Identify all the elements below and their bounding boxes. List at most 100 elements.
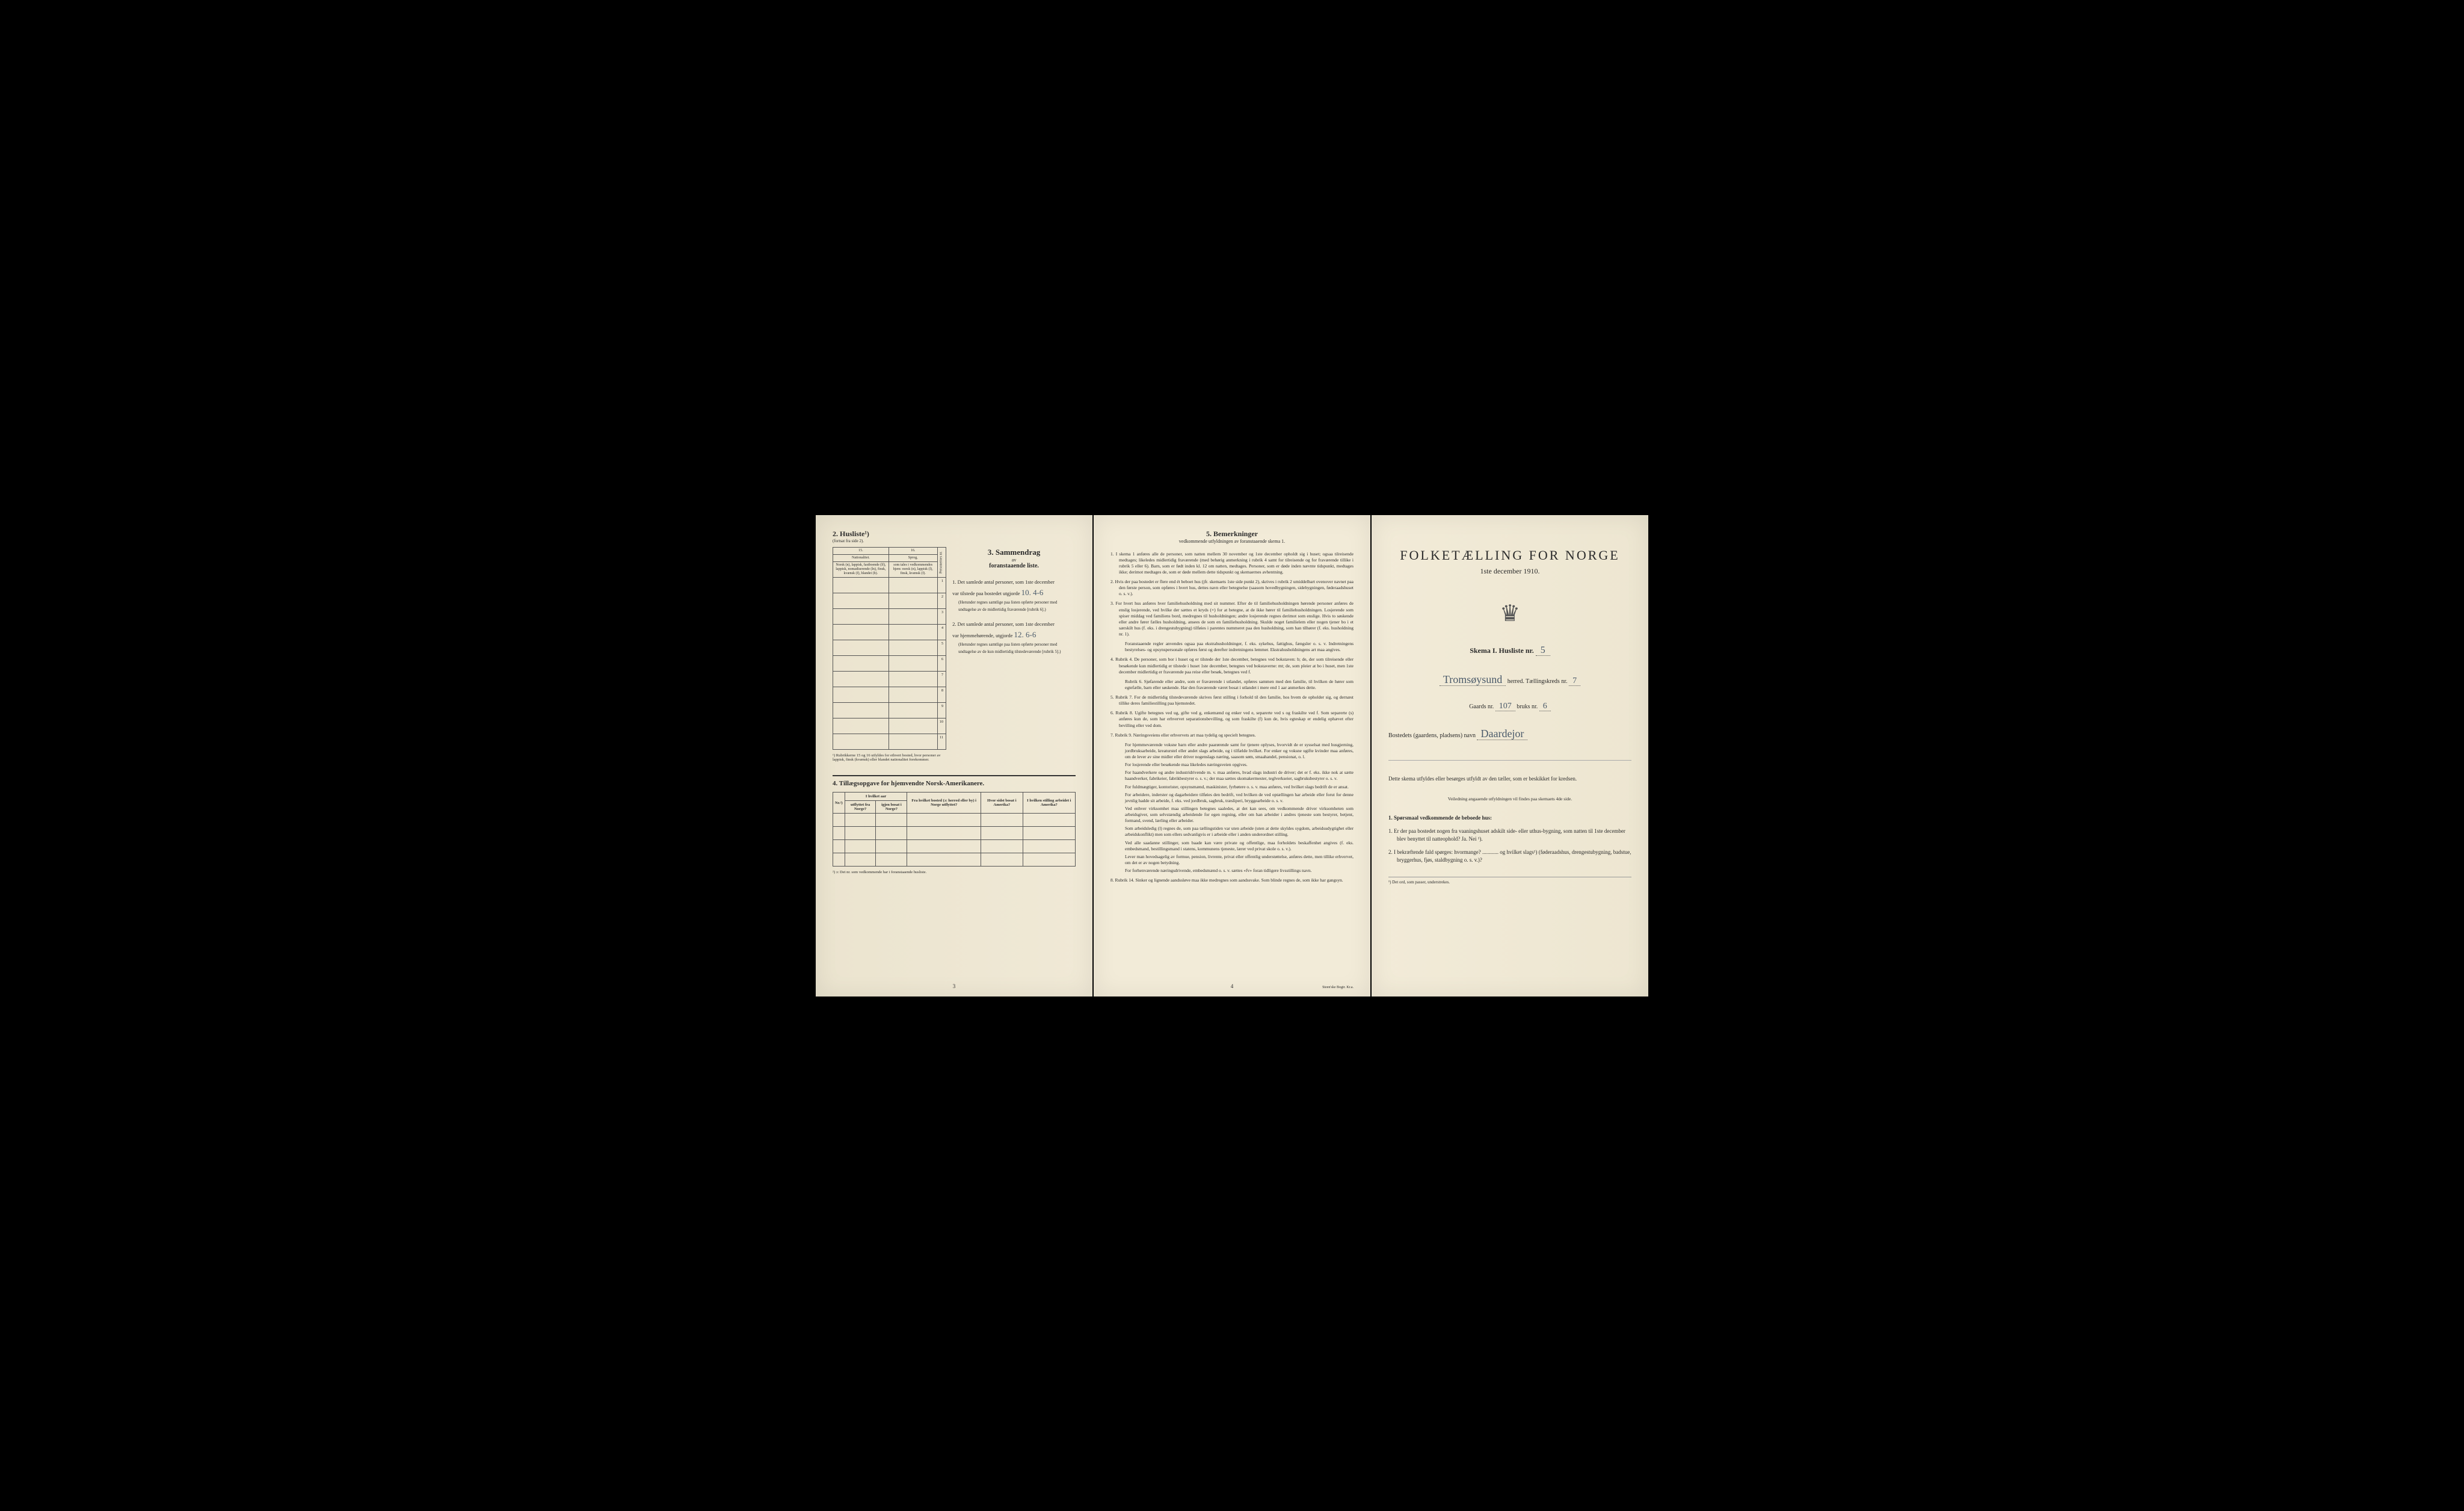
question-2: 2. I bekræftende fald spørges: hvormange… (1397, 848, 1631, 865)
amerikanere-table: Nr.²) I hvilket aar Fra hvilket bosted (… (833, 792, 1076, 867)
q1-heading: 1. Spørsmaal vedkommende de beboede hus: (1388, 814, 1631, 823)
page-number: 4 (1231, 983, 1234, 989)
sec2-title: 2. Husliste¹) (833, 530, 946, 539)
table-row: 11 (833, 734, 946, 750)
sec3-item1a: 1. Det samlede antal personer, som 1ste … (952, 579, 1055, 585)
t4-ut: utflyttet fra Norge? (845, 801, 876, 814)
sec3-item2c: (Herunder regnes samtlige paa listen opf… (958, 641, 1076, 656)
gaard-row: Gaards nr. 107 bruks nr. 6 (1388, 697, 1631, 716)
table-row: 2 (833, 593, 946, 609)
bosted-name: Daardejor (1477, 728, 1527, 740)
col-16: 16. (889, 547, 937, 554)
skema-label: Skema I. Husliste nr. (1470, 646, 1534, 655)
rule-sub-item: Ved alle saadanne stillinger, som baade … (1125, 840, 1354, 852)
rule-item: 4. Rubrik 4. De personer, som bor i huse… (1119, 657, 1354, 675)
rule-item: 6. Rubrik 8. Ugifte betegnes ved ug, gif… (1119, 710, 1354, 728)
table-row (833, 827, 1076, 840)
table-row: 10 (833, 718, 946, 734)
rule-sub-item: Rubrik 6. Sjøfarende eller andre, som er… (1125, 679, 1354, 691)
col-16t: som tales i vedkommendes hjem: norsk (n)… (889, 561, 937, 578)
footnote: ¹) Det ord, som passer, understrekes. (1388, 877, 1631, 885)
bruks-nr: 6 (1539, 702, 1551, 711)
gaard-nr: 107 (1495, 702, 1515, 711)
table-row: 9 (833, 703, 946, 718)
rule-sub-item: Lever man hovedsagelig av formue, pensio… (1125, 854, 1354, 866)
table-row: 5 (833, 640, 946, 656)
sec5-subtitle: vedkommende utfyldningen av foranstaaend… (1110, 539, 1354, 544)
rule-item: 8. Rubrik 14. Sinker og lignende aandssl… (1119, 877, 1354, 883)
sec3-item1: 1. Det samlede antal personer, som 1ste … (952, 578, 1076, 614)
skema-line: Skema I. Husliste nr. 5 (1388, 645, 1631, 656)
sec2-subtitle: (fortsat fra side 2). (833, 539, 946, 543)
table-row (833, 840, 1076, 853)
census-date: 1ste december 1910. (1388, 567, 1631, 576)
sec3-hw1: 10. 4-6 (1021, 588, 1044, 597)
t4-igj: igjen bosat i Norge? (876, 801, 907, 814)
page-3: 2. Husliste¹) (fortsat fra side 2). 15. … (816, 515, 1092, 997)
rule-sub-item: Ved enhver virksomhet maa stillingen bet… (1125, 806, 1354, 824)
col-15h: Nationalitet. (833, 554, 889, 561)
herred-label: herred. Tællingskreds nr. (1508, 678, 1568, 685)
page-1-cover: FOLKETÆLLING FOR NORGE 1ste december 191… (1372, 515, 1648, 997)
sec3-item2a: 2. Det samlede antal personer, som 1ste … (952, 621, 1055, 627)
t4-aar: I hvilket aar (845, 793, 907, 801)
t4-fra: Fra hvilket bosted (ɔ: herred eller by) … (907, 793, 981, 814)
sec4-title: 4. Tillægsopgave for hjemvendte Norsk-Am… (833, 780, 1076, 787)
rule-sub-item: For haandverkere og andre industridriven… (1125, 770, 1354, 782)
printer-mark: Steen'ske Bogtr. Kr.a. (1322, 986, 1354, 989)
sec3-sub2: foranstaaende liste. (952, 563, 1076, 569)
rule-item: 7. Rubrik 9. Næringsveiens eller erhverv… (1119, 732, 1354, 738)
table-row (833, 853, 1076, 867)
q1-heading-text: 1. Spørsmaal vedkommende de beboede hus: (1388, 815, 1492, 821)
gaard-label: Gaards nr. (1469, 703, 1494, 710)
col-15t: Norsk (n), lappisk, fastboende (lf), lap… (833, 561, 889, 578)
sec2-footnote: ¹) Rubrikkerne 15 og 16 utfyldes for eth… (833, 753, 946, 762)
table-row: 7 (833, 672, 946, 687)
t4-still: I hvilken stilling arbeidet i Amerika? (1023, 793, 1075, 814)
herred-name: Tromsøysund (1440, 673, 1506, 686)
sec4-footnote: ²) ɔ: Det nr. som vedkommende har i fora… (833, 870, 1076, 874)
table-row: 3 (833, 609, 946, 625)
sec3-sub1: av (952, 557, 1076, 563)
t4-sidst: Hvor sidst bosat i Amerika? (981, 793, 1023, 814)
question-1: 1. Er der paa bostedet nogen fra vaaning… (1397, 827, 1631, 844)
page-number: 3 (953, 983, 956, 989)
rule-item: 3. For hvert hus anføres hver familiehus… (1119, 601, 1354, 637)
col-15: 15. (833, 547, 889, 554)
rule-sub-item: For hjemmeværende voksne barn eller andr… (1125, 742, 1354, 760)
page-4: 5. Bemerkninger vedkommende utfyldningen… (1094, 515, 1370, 997)
rule-sub-item: For losjerende eller besøkende maa likel… (1125, 762, 1354, 768)
t4-nr: Nr.²) (833, 793, 845, 814)
nationality-table: 15. 16. Personernes nr. Nationalitet. Sp… (833, 547, 946, 750)
bosted-label: Bostedets (gaardens, pladsens) navn (1388, 732, 1476, 739)
rule-sub-item: For forhenværende næringsdrivende, embed… (1125, 868, 1354, 874)
sec3-hw2: 12. 6-6 (1014, 630, 1036, 639)
sec3-item1b: var tilstede paa bostedet utgjorde (952, 590, 1020, 596)
sec3-title: 3. Sammendrag (952, 548, 1076, 557)
bruks-label: bruks nr. (1517, 703, 1538, 710)
rule-item: 1. I skema 1 anføres alle de personer, s… (1119, 551, 1354, 576)
bosted-row: Bostedets (gaardens, pladsens) navn Daar… (1388, 722, 1631, 746)
document-spread: 2. Husliste¹) (fortsat fra side 2). 15. … (816, 515, 1648, 997)
col-16h: Sprog, (889, 554, 937, 561)
coat-of-arms-icon: ♛ (1388, 600, 1631, 627)
table-row (833, 814, 1076, 827)
sec3-item1c: (Herunder regnes samtlige paa listen opf… (958, 599, 1076, 614)
intro-text: Dette skema utfyldes eller besørges utfy… (1388, 775, 1631, 783)
rule-sub-item: For arbeidere, inderster og dagarbeidere… (1125, 792, 1354, 804)
table-row: 1 (833, 578, 946, 593)
sec5-title: 5. Bemerkninger (1110, 530, 1354, 539)
intro-sub: Veiledning angaaende utfyldningen vil fi… (1388, 796, 1631, 802)
sec4: 4. Tillægsopgave for hjemvendte Norsk-Am… (833, 775, 1076, 874)
rule-item: 2. Hvis der paa bostedet er flere end ét… (1119, 579, 1354, 597)
table-row: 4 (833, 625, 946, 640)
rule-item: 5. Rubrik 7. For de midlertidig tilstede… (1119, 694, 1354, 706)
table-row: 8 (833, 687, 946, 703)
herred-row: Tromsøysund herred. Tællingskreds nr. 7 (1388, 668, 1631, 692)
census-title: FOLKETÆLLING FOR NORGE (1388, 548, 1631, 563)
col-pers: Personernes nr. (937, 547, 946, 578)
table-row: 6 (833, 656, 946, 672)
sec3-item2: 2. Det samlede antal personer, som 1ste … (952, 620, 1076, 656)
sec3-item2b: var hjemmehørende, utgjorde (952, 632, 1012, 638)
rule-sub-item: Foranstaaende regler anvendes ogsaa paa … (1125, 641, 1354, 653)
